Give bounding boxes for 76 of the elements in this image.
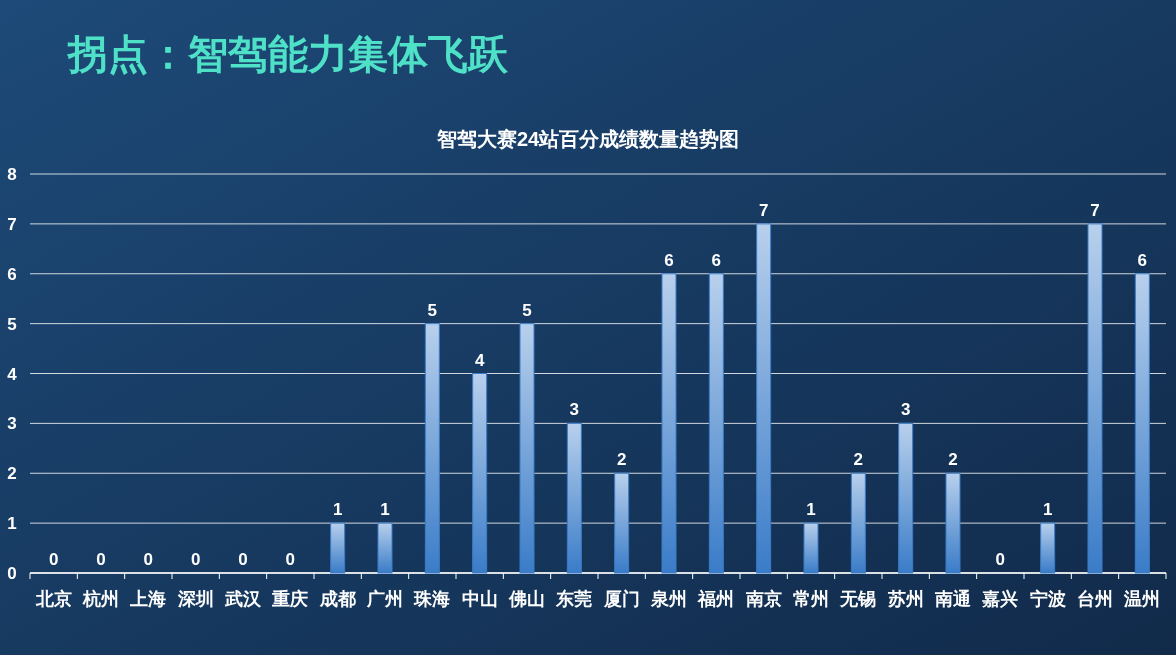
y-tick-label: 6 [7,264,17,284]
data-label: 3 [569,400,580,420]
bar [661,273,677,574]
bar [566,422,582,574]
data-label: 0 [285,550,296,569]
bar [803,522,819,574]
x-tick-label: 北京 [34,589,72,609]
data-label: 6 [1137,250,1148,270]
x-tick-label: 温州 [1123,589,1161,609]
x-tick-label: 南京 [744,589,782,609]
y-tick-label: 1 [7,514,17,534]
x-tick-label: 杭州 [82,589,119,609]
chart-subtitle: 智驾大赛24站百分成绩数量趋势图 [435,128,740,150]
data-label: 5 [522,300,532,320]
bar [945,472,961,574]
x-tick-label: 常州 [793,589,829,609]
data-label: 7 [758,200,769,220]
y-tick-label: 0 [7,564,17,583]
data-label: 4 [474,350,485,370]
y-tick-label: 4 [7,364,18,384]
x-tick-label: 台州 [1077,589,1113,609]
x-tick-label: 上海 [129,589,167,609]
bar [756,223,772,574]
x-tick-label: 武汉 [224,589,262,609]
bar [472,373,488,574]
bar [898,422,914,574]
x-tick-label: 泉州 [650,589,687,609]
data-label: 5 [427,300,438,320]
bar [377,522,393,574]
data-label: 0 [238,550,248,569]
data-label: 0 [96,550,106,569]
bar [1134,273,1150,574]
x-tick-label: 南通 [934,589,971,609]
bar [614,472,630,574]
bar [850,472,866,574]
y-tick-label: 3 [7,414,17,434]
data-label: 2 [948,450,958,470]
bar [1040,522,1056,574]
x-tick-label: 深圳 [176,589,214,609]
data-label: 6 [664,250,674,270]
x-tick-label: 嘉兴 [982,589,1019,609]
data-label: 1 [380,500,390,520]
data-label: 1 [806,500,816,520]
x-tick-label: 中山 [461,589,498,609]
x-tick-label: 无锡 [839,589,877,609]
bar [519,323,535,574]
bar [1087,223,1103,574]
x-tick-label: 重庆 [271,589,309,609]
data-label: 0 [190,550,201,569]
x-tick-label: 成都 [318,589,356,609]
chart-title: 拐点：智驾能力集体飞跃 [66,32,509,76]
x-tick-label: 佛山 [508,589,545,609]
y-tick-label: 2 [7,464,17,484]
data-label: 2 [616,450,627,470]
bar [330,522,346,574]
data-label: 6 [711,250,722,270]
y-tick-label: 5 [7,314,17,334]
data-label: 7 [1090,200,1100,220]
data-label: 0 [143,550,154,569]
data-label: 2 [853,450,864,470]
data-label: 1 [332,500,343,520]
data-label: 3 [900,400,911,420]
data-label: 1 [1042,500,1053,520]
x-tick-label: 广州 [366,589,403,609]
bar [708,273,724,574]
x-tick-label: 苏州 [886,589,924,609]
x-tick-label: 厦门 [602,589,640,609]
bar [424,323,440,574]
y-tick-label: 7 [7,214,17,234]
x-tick-label: 福州 [697,589,735,609]
x-tick-label: 珠海 [413,589,451,609]
x-tick-label: 宁波 [1029,589,1066,609]
data-label: 0 [995,550,1006,569]
data-label: 0 [48,550,59,569]
x-tick-label: 东莞 [555,589,593,609]
y-tick-label: 8 [7,165,17,184]
